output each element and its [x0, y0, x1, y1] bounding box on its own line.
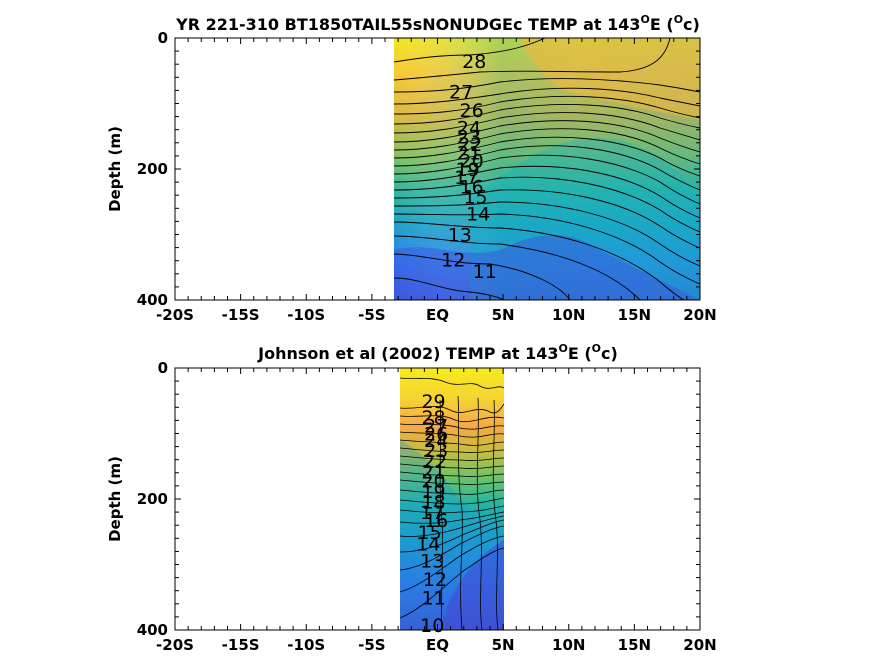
bottom-contour-lines: [400, 377, 504, 630]
top-y-axis-label: Depth (m): [106, 126, 124, 212]
bottom-x-tick-label: -10S: [287, 636, 325, 654]
top-y-tick-labels: 0 200 400: [137, 29, 168, 309]
bottom-x-tick-label: -20S: [156, 636, 194, 654]
top-contour-label: 17: [454, 167, 478, 189]
bottom-x-tick-label: 20N: [683, 636, 716, 654]
top-x-tick-label: -10S: [287, 306, 325, 324]
bottom-contour-label: 27: [424, 416, 448, 438]
top-contour-label: 13: [448, 225, 472, 247]
top-contour-label: 11: [473, 261, 497, 283]
top-ticks: [174, 37, 701, 301]
bottom-contour-label: 24: [424, 430, 448, 452]
top-contour-label: 15: [463, 187, 487, 209]
bottom-x-tick-label: EQ: [426, 636, 449, 654]
top-x-tick-label: 15N: [618, 306, 651, 324]
bottom-y-axis-label: Depth (m): [106, 456, 124, 542]
bottom-contour-label: 16: [424, 510, 448, 532]
top-x-tick-label: EQ: [426, 306, 449, 324]
bottom-contour-label: 10: [420, 615, 444, 637]
bottom-contour-label: 22: [423, 451, 447, 473]
top-contour-label: 26: [460, 100, 484, 122]
bottom-contour-label: 19: [421, 481, 445, 503]
bottom-chart-title: Johnson et al (2002) TEMP at 143OE (Oc): [257, 342, 618, 363]
bottom-x-tick-labels: -20S -15S -10S -5S EQ 5N 10N 15N 20N: [156, 636, 717, 654]
top-contour-label: 20: [460, 150, 484, 172]
bottom-contour-label: 26: [424, 424, 448, 446]
bottom-y-tick-label: 0: [158, 359, 168, 377]
bottom-x-tick-label: 15N: [618, 636, 651, 654]
top-chart-title: YR 221-310 BT1850TAIL55sNONUDGEc TEMP at…: [175, 13, 700, 34]
bottom-x-tick-label: -15S: [222, 636, 260, 654]
bottom-contour-label: 18: [421, 492, 445, 514]
top-contour-label: 24: [457, 118, 481, 140]
top-contour-label: 22: [458, 134, 482, 156]
top-x-tick-labels: -20S -15S -10S -5S EQ 5N 10N 15N 20N: [156, 306, 717, 324]
top-x-tick-label: -15S: [222, 306, 260, 324]
top-contour-label: 28: [462, 51, 486, 73]
bottom-x-tick-label: -5S: [358, 636, 385, 654]
top-x-tick-label: -5S: [358, 306, 385, 324]
top-x-tick-label: 10N: [552, 306, 585, 324]
top-color-field: [394, 38, 700, 300]
top-contour-label: 12: [441, 249, 465, 271]
top-contour-lines: [394, 38, 700, 300]
bottom-color-field: [400, 368, 504, 630]
top-contour-label: 16: [460, 177, 484, 199]
bottom-contour-label: 11: [421, 587, 445, 609]
bottom-contour-label: 20: [421, 471, 445, 493]
bottom-ticks: [174, 367, 701, 631]
bottom-contour-label: 29: [421, 391, 445, 413]
bottom-y-tick-label: 200: [137, 490, 168, 508]
bottom-contour-label: 14: [416, 534, 440, 556]
bottom-y-tick-label: 400: [137, 621, 168, 639]
bottom-contour-label: 15: [418, 522, 442, 544]
bottom-contour-label: 13: [420, 551, 444, 573]
bottom-contour-label: 17: [420, 502, 444, 524]
bottom-panel: Johnson et al (2002) TEMP at 143OE (Oc): [106, 342, 717, 654]
bottom-contour-label: 12: [423, 569, 447, 591]
top-contour-label: 19: [456, 159, 480, 181]
top-contour-label: 14: [466, 204, 490, 226]
top-contour-label: 23: [457, 126, 481, 148]
top-x-tick-label: 20N: [683, 306, 716, 324]
top-contour-label: 27: [449, 82, 473, 104]
top-x-tick-label: -20S: [156, 306, 194, 324]
top-y-tick-label: 200: [137, 160, 168, 178]
top-contour-label: 21: [457, 143, 481, 165]
top-y-tick-label: 0: [158, 29, 168, 47]
bottom-x-tick-label: 10N: [552, 636, 585, 654]
top-x-tick-label: 5N: [492, 306, 515, 324]
top-panel: YR 221-310 BT1850TAIL55sNONUDGEc TEMP at…: [106, 13, 717, 324]
bottom-contour-label: 23: [424, 440, 448, 462]
bottom-contour-label: 28: [421, 407, 445, 429]
bottom-x-tick-label: 5N: [492, 636, 515, 654]
bottom-contour-label: 21: [421, 461, 445, 483]
bottom-y-tick-labels: 0 200 400: [137, 359, 168, 639]
top-y-tick-label: 400: [137, 291, 168, 309]
